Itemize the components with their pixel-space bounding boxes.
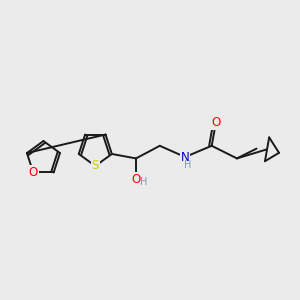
Text: H: H	[184, 160, 191, 170]
Text: N: N	[181, 151, 189, 164]
Text: O: O	[211, 116, 220, 129]
Text: S: S	[92, 160, 99, 172]
Text: O: O	[28, 166, 38, 179]
Text: H: H	[140, 177, 148, 187]
Text: O: O	[131, 173, 141, 186]
